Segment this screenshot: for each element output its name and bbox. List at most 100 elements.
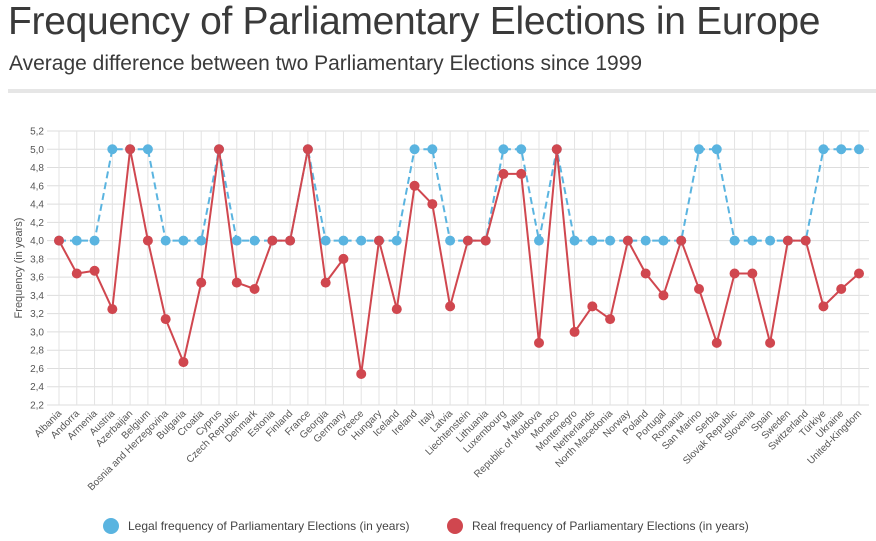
legal-frequency-point <box>498 144 509 155</box>
real-frequency-point <box>427 199 438 210</box>
legal-frequency-point <box>142 144 153 155</box>
chart-grid <box>47 130 869 406</box>
real-frequency-point <box>356 368 367 379</box>
series-points <box>54 144 864 379</box>
real-frequency-point <box>747 268 758 279</box>
real-frequency-point <box>480 235 491 246</box>
legend-label-legal: Legal frequency of Parliamentary Electio… <box>128 519 409 533</box>
y-tick-label: 4,0 <box>30 236 44 247</box>
real-frequency-point <box>214 144 224 155</box>
real-frequency-point <box>391 304 402 315</box>
real-frequency-point <box>765 337 776 348</box>
real-frequency-point <box>658 290 669 301</box>
y-tick-label: 4,8 <box>30 163 44 174</box>
y-tick-label: 2,2 <box>30 401 44 412</box>
legend-label-real: Real frequency of Parliamentary Election… <box>472 519 749 533</box>
legal-frequency-point <box>694 144 704 155</box>
real-frequency-point <box>142 235 153 246</box>
real-frequency-point <box>374 235 384 246</box>
y-tick-label: 3,6 <box>30 273 44 284</box>
real-frequency-point <box>818 301 829 312</box>
legal-frequency-point <box>320 235 331 246</box>
real-frequency-point <box>729 268 740 279</box>
legal-frequency-point <box>107 144 118 155</box>
legal-frequency-point <box>765 235 776 246</box>
legal-frequency-point <box>356 235 367 246</box>
real-frequency-point <box>640 268 651 279</box>
legal-frequency-point <box>427 144 438 155</box>
real-frequency-point <box>160 314 171 325</box>
legend: Legal frequency of Parliamentary Electio… <box>103 518 749 534</box>
real-frequency-point <box>320 277 331 288</box>
real-frequency-line <box>58 148 860 375</box>
y-tick-label: 2,8 <box>30 346 44 357</box>
y-tick-label: 4,2 <box>30 218 44 229</box>
legal-frequency-point <box>160 235 171 246</box>
y-axis-ticks: 2,2 2,4 2,6 2,8 3,0 3,2 3,4 3,6 3,8 4,0 4,2 4,4 4,6 4… <box>30 127 44 412</box>
y-tick-label: 2,6 <box>30 364 44 375</box>
y-tick-label: 4,6 <box>30 181 44 192</box>
title-divider <box>8 89 876 93</box>
real-frequency-point <box>125 144 136 155</box>
real-frequency-point <box>267 235 278 246</box>
real-frequency-point <box>178 357 189 368</box>
real-frequency-point <box>107 304 118 315</box>
real-frequency-point <box>605 314 616 325</box>
legal-frequency-point <box>196 235 207 246</box>
real-frequency-point <box>534 337 544 348</box>
legal-frequency-point <box>729 235 740 246</box>
legal-frequency-line <box>59 148 859 242</box>
real-frequency-point <box>800 235 811 246</box>
legal-frequency-point <box>534 235 544 246</box>
legal-frequency-point <box>605 235 616 246</box>
y-tick-label: 3,4 <box>30 291 44 302</box>
legend-marker-legal <box>103 518 119 534</box>
legal-frequency-point <box>747 235 758 246</box>
legal-frequency-point <box>71 235 82 246</box>
real-frequency-point <box>462 235 473 246</box>
y-tick-label: 3,8 <box>30 254 44 265</box>
y-tick-label: 2,4 <box>30 382 44 393</box>
series-lines <box>58 148 860 375</box>
legal-frequency-point <box>338 235 349 246</box>
real-frequency-point <box>854 268 864 279</box>
real-frequency-point <box>89 265 100 276</box>
legal-frequency-point <box>854 144 864 155</box>
legal-frequency-point <box>516 144 527 155</box>
real-frequency-point <box>711 337 722 348</box>
legal-frequency-point <box>711 144 722 155</box>
y-tick-label: 5,0 <box>30 145 44 156</box>
legal-frequency-point <box>818 144 829 155</box>
legal-frequency-point <box>249 235 260 246</box>
real-frequency-point <box>196 277 207 288</box>
legal-frequency-point <box>445 235 456 246</box>
legal-frequency-point <box>231 235 242 246</box>
legal-frequency-point <box>391 235 402 246</box>
real-frequency-point <box>551 144 562 155</box>
real-frequency-point <box>516 168 527 179</box>
x-axis-ticks: AlbaniaAndorraArmeniaAustriaAzerbaijanBe… <box>33 408 864 494</box>
legal-frequency-point <box>658 235 669 246</box>
real-frequency-point <box>445 301 456 312</box>
y-tick-label: 3,0 <box>30 327 44 338</box>
real-frequency-point <box>676 235 687 246</box>
real-frequency-point <box>409 180 420 191</box>
legal-frequency-point <box>409 144 420 155</box>
real-frequency-point <box>782 235 793 246</box>
real-frequency-point <box>285 235 296 246</box>
real-frequency-point <box>836 284 847 295</box>
y-tick-label: 4,4 <box>30 200 44 211</box>
real-frequency-point <box>231 277 242 288</box>
y-axis-title: Frequency (in years) <box>13 218 25 319</box>
legal-frequency-point <box>640 235 651 246</box>
real-frequency-point <box>249 284 260 295</box>
real-frequency-point <box>694 284 704 295</box>
real-frequency-point <box>302 144 313 155</box>
y-tick-label: 5,2 <box>30 127 44 138</box>
chart-subtitle: Average difference between two Parliamen… <box>9 52 643 75</box>
legal-frequency-point <box>89 235 100 246</box>
legal-frequency-point <box>178 235 189 246</box>
legal-frequency-point <box>587 235 598 246</box>
y-tick-label: 3,2 <box>30 309 44 320</box>
